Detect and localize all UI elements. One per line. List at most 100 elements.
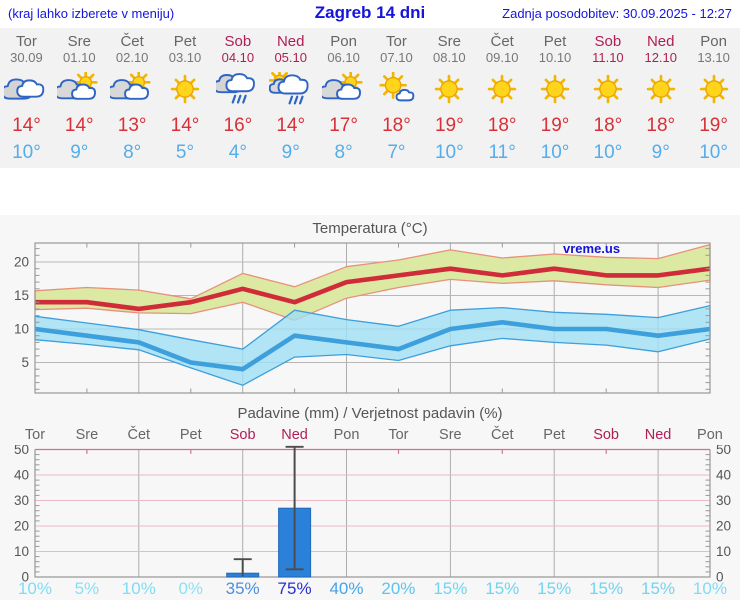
vreme-watermark-link[interactable]: vreme.us [563, 241, 620, 256]
precip-day-label: Čet [127, 427, 151, 443]
precip-probability-label: 15% [641, 579, 676, 598]
max-temp-label: 13° [117, 115, 147, 136]
day-name-label: Sob [594, 33, 622, 50]
sun-small-cloud-icon [379, 72, 415, 102]
min-temp-label: 10° [593, 142, 623, 163]
day-column[interactable]: Tor 07.10 18° 7° [370, 28, 423, 168]
svg-text:20: 20 [14, 255, 29, 270]
min-temp-label: 4° [228, 142, 247, 163]
day-name-label: Sob [224, 33, 252, 50]
day-date-label: 06.10 [327, 50, 360, 65]
sunny-icon [435, 74, 464, 104]
precip-day-label: Čet [490, 427, 514, 443]
precip-day-label-row: Tor Sre Čet Pet Sob Ned Pon Tor Sre Čet … [9, 427, 736, 443]
svg-text:40: 40 [14, 468, 29, 483]
day-column[interactable]: Sob 04.10 16° 4° [211, 28, 264, 168]
day-column[interactable]: Ned 05.10 14° 9° [264, 28, 317, 168]
precip-probability-label: 35% [225, 579, 260, 598]
precip-probability-label: 15% [537, 579, 572, 598]
sun-behind-cloud-icon [321, 72, 363, 100]
precip-probability-label: 20% [381, 579, 416, 598]
last-updated-text: Zadnja posodobitev: 30.09.2025 - 12:27 [502, 6, 732, 21]
day-column[interactable]: Pon 13.10 19° 10° [687, 28, 740, 168]
day-name-label: Pet [173, 33, 197, 50]
precip-probability-label: 75% [277, 579, 312, 598]
max-temp-label: 18° [382, 115, 411, 136]
max-temp-label: 19° [540, 115, 570, 136]
day-name-label: Pon [330, 33, 357, 50]
precip-probability-label: 40% [329, 579, 364, 598]
svg-text:0: 0 [21, 570, 29, 585]
min-temp-label: 10° [540, 142, 570, 163]
day-date-label: 30.09 [10, 50, 43, 65]
day-name-label: Sre [437, 33, 461, 50]
day-name-label: Pet [543, 33, 567, 50]
day-column[interactable]: Sre 01.10 14° 9° [53, 28, 106, 168]
day-column[interactable]: Pet 10.10 19° 10° [529, 28, 582, 168]
svg-text:10: 10 [14, 544, 29, 559]
max-temp-label: 16° [223, 115, 253, 136]
sun-behind-cloud-icon [57, 72, 98, 100]
sunny-icon [487, 74, 517, 104]
day-column[interactable]: Čet 09.10 18° 11° [476, 28, 529, 168]
precip-day-label: Pon [697, 427, 723, 443]
precip-day-label: Tor [24, 427, 46, 443]
max-temp-label: 14° [64, 115, 94, 136]
precipitation-chart-title: Padavine (mm) / Verjetnost padavin (%) [237, 405, 503, 422]
precip-probability-label: 15% [589, 579, 624, 598]
precip-day-label: Sre [439, 427, 462, 443]
precip-probability-label: 15% [433, 579, 468, 598]
rain-icon [215, 73, 255, 104]
precip-day-label: Pon [333, 427, 360, 443]
day-name-label: Čet [120, 33, 144, 50]
sunny-icon [593, 74, 623, 104]
svg-text:50: 50 [716, 445, 731, 457]
svg-text:30: 30 [716, 493, 731, 508]
day-date-label: 05.10 [274, 50, 307, 65]
svg-text:5: 5 [21, 355, 29, 370]
svg-text:15: 15 [14, 288, 29, 303]
svg-text:20: 20 [14, 519, 29, 534]
precip-probability-label: 5% [74, 579, 100, 598]
svg-text:50: 50 [14, 445, 29, 457]
header-bar: (kraj lahko izberete v meniju) Zagreb 14… [0, 0, 740, 28]
min-temp-label: 10° [699, 142, 728, 163]
precip-day-label: Ned [644, 427, 672, 443]
precip-day-label: Ned [281, 427, 308, 443]
day-column[interactable]: Čet 02.10 13° 8° [106, 28, 159, 168]
max-temp-label: 19° [434, 115, 464, 136]
charts-section: Temperatura (°C) 5 10 15 20 vreme.us Padavin… [0, 215, 740, 600]
precip-day-label: Pet [179, 427, 202, 443]
precip-day-label: Pet [543, 427, 566, 443]
precip-probability-label: 15% [485, 579, 520, 598]
min-temp-label: 7° [387, 142, 406, 163]
day-name-label: Tor [16, 33, 37, 50]
day-column[interactable]: Tor 30.09 14° 10° [0, 28, 53, 168]
day-date-label: 12.10 [644, 50, 678, 65]
day-name-label: Pon [700, 33, 727, 50]
day-date-label: 09.10 [485, 50, 519, 65]
sunny-icon [646, 74, 675, 104]
forecast-strip: Tor 30.09 14° 10° Sre 01.10 14° 9° Čet 0… [0, 28, 740, 168]
precip-probability-label: 10% [17, 579, 52, 598]
day-column[interactable]: Sre 08.10 19° 10° [423, 28, 476, 168]
max-temp-label: 18° [593, 115, 623, 136]
max-temp-label: 14° [170, 115, 200, 136]
sun-rain-icon [268, 72, 309, 105]
day-date-label: 02.10 [115, 50, 149, 65]
max-temp-label: 17° [329, 115, 358, 136]
day-column[interactable]: Pon 06.10 17° 8° [317, 28, 370, 168]
day-column[interactable]: Ned 12.10 18° 9° [634, 28, 687, 168]
day-date-label: 13.10 [697, 50, 730, 65]
precip-day-label: Sob [593, 427, 619, 443]
svg-text:10: 10 [14, 322, 29, 337]
svg-text:20: 20 [716, 519, 731, 534]
day-column[interactable]: Pet 03.10 14° 5° [159, 28, 212, 168]
svg-text:0: 0 [716, 570, 724, 585]
day-column[interactable]: Sob 11.10 18° 10° [581, 28, 634, 168]
day-date-label: 08.10 [433, 50, 466, 65]
precip-probability-label: 10% [121, 579, 156, 598]
svg-text:40: 40 [716, 468, 731, 483]
day-date-label: 11.10 [592, 50, 624, 65]
